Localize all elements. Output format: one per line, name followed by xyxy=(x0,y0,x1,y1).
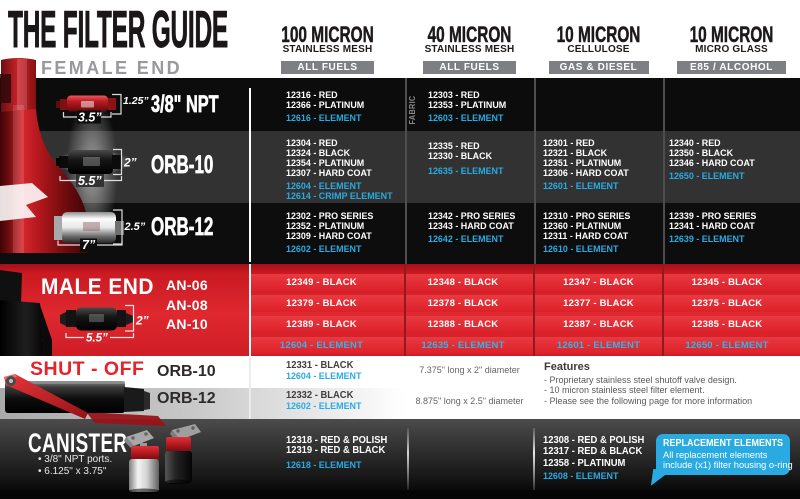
svg-text:1.25”: 1.25” xyxy=(123,95,149,107)
svg-text:2.5”: 2.5” xyxy=(124,221,146,233)
svg-text:7”: 7” xyxy=(82,238,96,252)
svg-text:5.5”: 5.5” xyxy=(86,333,108,345)
svg-text:2”: 2” xyxy=(135,314,149,328)
svg-text:5.5”: 5.5” xyxy=(78,174,102,188)
svg-text:3.5”: 3.5” xyxy=(78,111,102,125)
svg-text:2”: 2” xyxy=(123,156,137,170)
